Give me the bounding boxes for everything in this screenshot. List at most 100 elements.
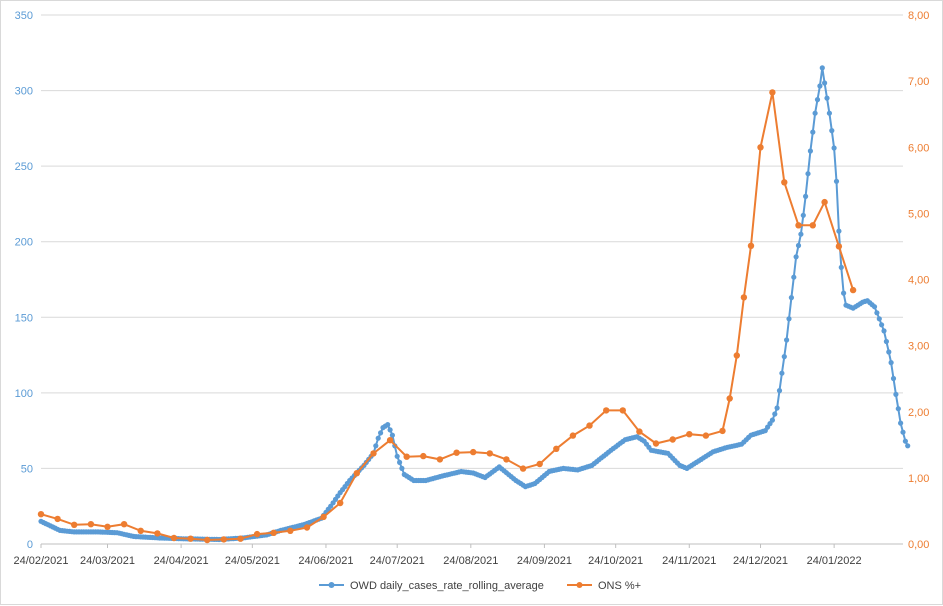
data-point-owd: [831, 145, 837, 151]
data-point-ons: [702, 432, 710, 439]
data-point-ons: [781, 179, 788, 186]
data-point-owd: [776, 388, 783, 394]
data-point-owd: [881, 328, 887, 334]
data-point-owd: [397, 459, 403, 465]
data-point-ons: [652, 440, 660, 447]
left-tick-label: 100: [15, 388, 33, 400]
right-tick-label: 8,00: [908, 10, 929, 22]
x-tick-label: 24/05/2021: [225, 555, 280, 567]
data-point-owd: [822, 80, 828, 86]
data-point-ons: [726, 395, 733, 402]
right-tick-label: 2,00: [908, 407, 929, 419]
data-point-owd: [890, 375, 897, 382]
data-point-ons: [420, 452, 427, 460]
data-point-owd: [817, 83, 823, 89]
legend-label-owd: OWD daily_cases_rate_rolling_average: [350, 580, 544, 592]
data-point-owd: [774, 405, 780, 411]
data-point-ons: [220, 536, 227, 543]
left-tick-label: 150: [15, 312, 33, 324]
data-point-owd: [793, 254, 799, 260]
data-point-owd: [879, 322, 885, 328]
series-ons: [37, 89, 857, 544]
data-point-owd: [769, 417, 776, 423]
data-point-owd: [373, 443, 379, 449]
data-point-owd: [807, 148, 814, 154]
x-tick-label: 24/01/2022: [807, 555, 862, 567]
x-tick-label: 24/08/2021: [443, 555, 498, 567]
data-point-ons: [719, 427, 726, 435]
data-point-ons: [137, 527, 144, 534]
data-point-ons: [503, 456, 510, 463]
left-tick-label: 50: [21, 463, 33, 475]
data-point-ons: [37, 511, 45, 518]
left-tick-label: 350: [15, 10, 33, 22]
x-tick-label: 24/12/2021: [733, 555, 788, 567]
data-point-ons: [436, 456, 444, 463]
right-tick-label: 3,00: [908, 341, 929, 353]
data-point-ons: [747, 242, 755, 249]
data-point-ons: [154, 530, 161, 537]
data-point-owd: [389, 432, 395, 438]
data-point-owd: [826, 110, 833, 116]
data-point-ons: [54, 515, 61, 523]
x-tick-label: 24/03/2021: [80, 555, 135, 567]
data-point-owd: [900, 429, 906, 435]
data-point-owd: [829, 128, 835, 134]
data-point-ons: [669, 436, 676, 443]
data-point-owd: [876, 316, 882, 322]
data-point-owd: [378, 430, 384, 436]
data-point-owd: [871, 304, 878, 310]
data-point-ons: [104, 523, 111, 530]
x-axis-labels: 24/02/2021 24/03/2021 24/04/2021 24/05/2021…: [13, 544, 862, 567]
data-point-owd: [772, 411, 778, 417]
data-point-owd: [814, 97, 821, 103]
right-tick-label: 7,00: [908, 76, 929, 88]
data-point-ons: [253, 530, 261, 538]
legend-marker-ons: [576, 582, 583, 588]
data-point-ons: [87, 521, 95, 528]
data-point-owd: [893, 391, 899, 397]
right-tick-label: 5,00: [908, 208, 929, 220]
data-point-owd: [836, 228, 842, 234]
data-point-ons: [403, 453, 410, 460]
left-tick-label: 200: [15, 237, 33, 249]
data-point-ons: [809, 222, 816, 229]
legend-marker-owd: [328, 582, 335, 588]
data-point-ons: [320, 513, 327, 521]
x-tick-label: 24/11/2021: [662, 555, 716, 567]
data-point-owd: [819, 65, 825, 71]
data-point-ons: [740, 294, 748, 301]
data-point-owd: [795, 242, 802, 249]
right-tick-label: 4,00: [908, 275, 929, 287]
data-point-ons: [569, 432, 577, 439]
data-point-owd: [779, 370, 785, 376]
data-point-owd: [798, 231, 804, 237]
data-point-ons: [757, 144, 764, 151]
right-y-axis-labels: 0,00 1,00 2,00 3,00 4,00 5,00 6,00 7,00 8,00: [908, 10, 929, 551]
data-point-owd: [812, 110, 818, 116]
data-point-ons: [270, 529, 277, 536]
legend-item-ons: ONS %+: [567, 580, 641, 592]
data-point-ons: [619, 407, 626, 414]
data-point-owd: [898, 420, 904, 426]
x-tick-label: 24/02/2021: [13, 555, 68, 567]
data-point-owd: [895, 406, 901, 412]
data-point-ons: [287, 527, 294, 534]
data-point-owd: [886, 349, 892, 355]
data-point-ons: [603, 407, 610, 414]
data-point-ons: [187, 535, 194, 542]
data-point-ons: [733, 352, 740, 359]
left-tick-label: 0: [27, 539, 33, 551]
data-point-owd: [791, 274, 797, 280]
data-point-owd: [888, 360, 894, 366]
right-tick-label: 1,00: [908, 473, 929, 485]
left-tick-label: 300: [15, 86, 33, 98]
data-point-ons: [303, 524, 311, 531]
data-point-owd: [905, 443, 911, 449]
data-point-owd: [902, 438, 909, 444]
data-point-owd: [833, 178, 840, 184]
data-point-owd: [788, 295, 795, 301]
data-point-owd: [841, 290, 847, 296]
